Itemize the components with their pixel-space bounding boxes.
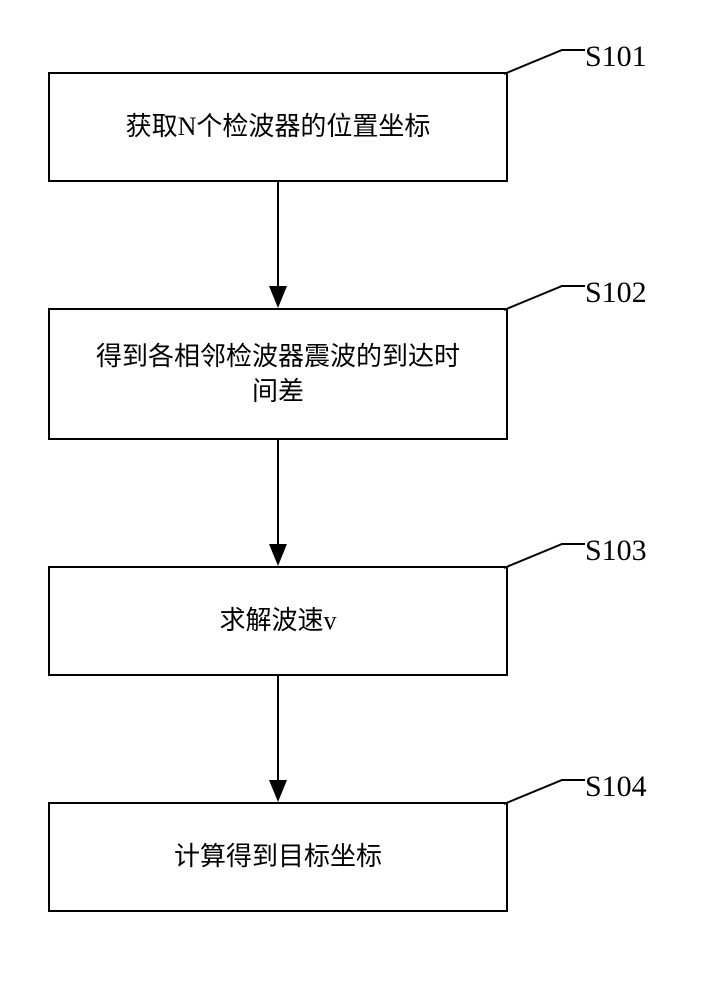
step-label-s103: S103 [585,534,647,568]
arrow-3-4 [269,676,287,802]
flowchart-node-s104: 计算得到目标坐标 [48,802,508,912]
step-label-s102: S102 [585,276,647,310]
callout-s104 [504,780,585,804]
flowchart-node-s101: 获取N个检波器的位置坐标 [48,72,508,182]
flowchart-node-s102: 得到各相邻检波器震波的到达时 间差 [48,308,508,440]
callout-s101 [504,50,585,74]
step-label-s101: S101 [585,40,647,74]
arrow-2-3 [269,440,287,566]
callout-s103 [504,544,585,568]
step-label-s104: S104 [585,770,647,804]
flowchart-node-text: 求解波速v [219,603,336,638]
flowchart-node-text: 得到各相邻检波器震波的到达时 间差 [96,339,460,409]
flowchart-canvas: 获取N个检波器的位置坐标 S101 得到各相邻检波器震波的到达时 间差 S102… [0,0,710,1000]
arrow-1-2 [269,182,287,308]
flowchart-node-s103: 求解波速v [48,566,508,676]
flowchart-node-text: 获取N个检波器的位置坐标 [126,109,431,144]
flowchart-node-text: 计算得到目标坐标 [174,839,382,874]
callout-s102 [504,286,585,310]
